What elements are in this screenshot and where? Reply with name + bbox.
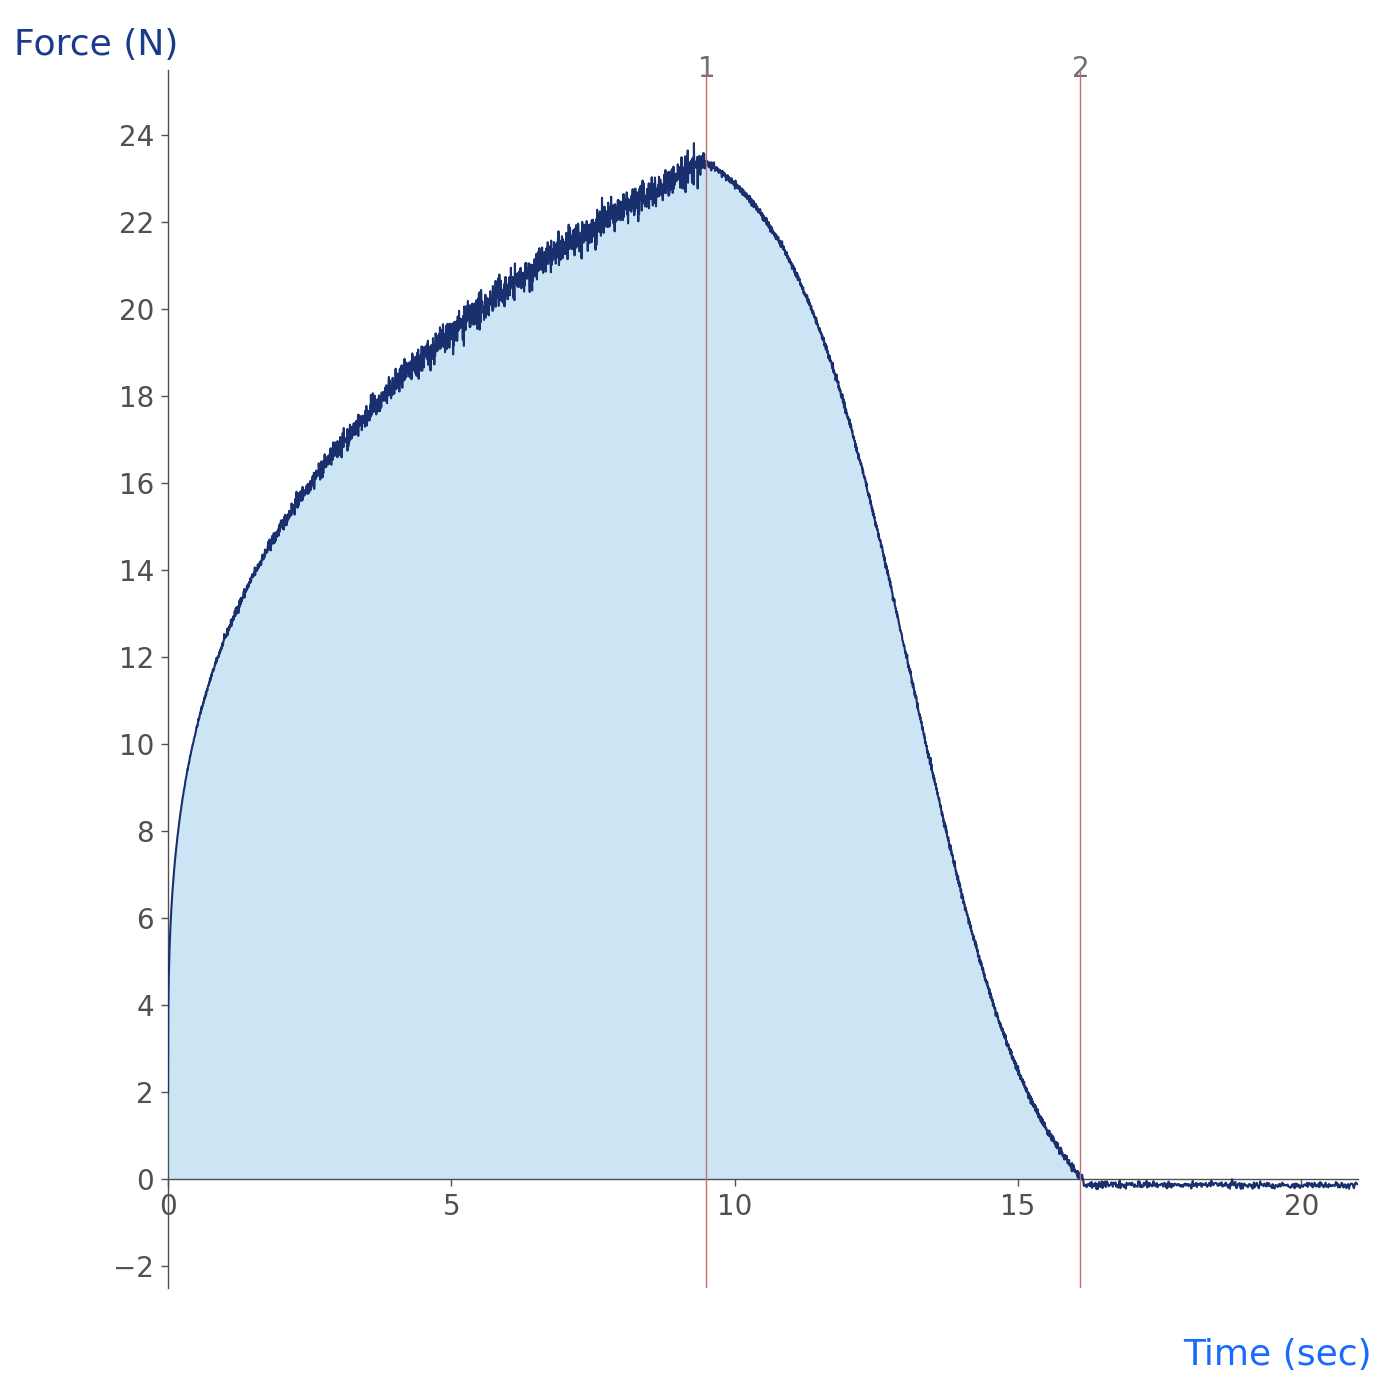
Text: Time (sec): Time (sec) xyxy=(1183,1338,1372,1372)
Text: 1: 1 xyxy=(697,55,715,83)
Text: Force (N): Force (N) xyxy=(14,28,178,62)
Text: 2: 2 xyxy=(1071,55,1089,83)
